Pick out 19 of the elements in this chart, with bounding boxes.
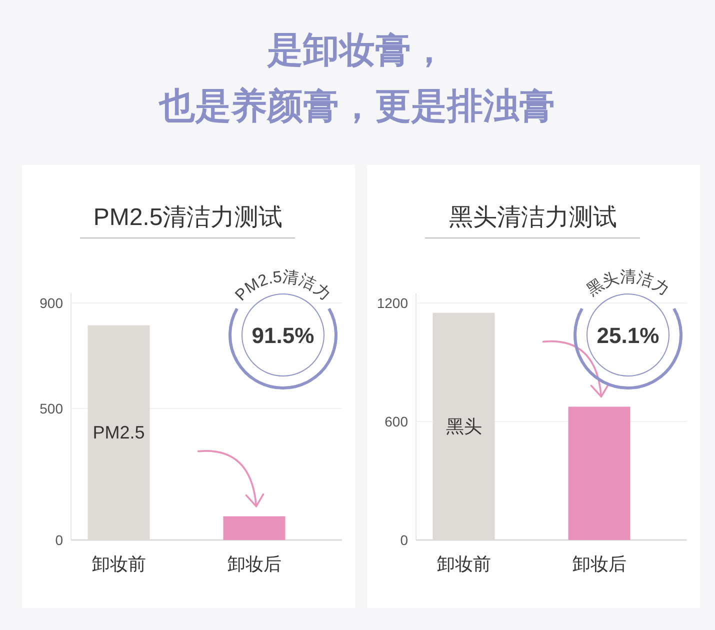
annotation: 91.5%	[252, 323, 314, 348]
y-tick-label: 500	[40, 400, 64, 416]
y-tick-label: 0	[55, 532, 64, 548]
y-tick-label: 0	[400, 532, 408, 548]
x-tick-label: 卸妆前	[92, 554, 146, 574]
x-tick-label: 卸妆后	[572, 554, 626, 574]
text: 也是养颜膏，更是排浊膏	[158, 85, 555, 126]
x-tick-label: 卸妆前	[436, 554, 491, 574]
text: 是卸妆膏，	[266, 29, 447, 70]
y-tick-label: 600	[384, 414, 408, 430]
annotation: 黑头	[446, 416, 482, 436]
annotation: PM2.5	[92, 422, 145, 443]
annotation: 25.1%	[596, 323, 660, 348]
y-tick-label: 1200	[376, 295, 408, 311]
y-tick-label: 900	[40, 295, 64, 311]
x-tick-label: 卸妆后	[227, 554, 282, 574]
text: 黑头清洁力	[584, 268, 673, 300]
chart-title: PM2.5清洁力测试	[93, 204, 283, 231]
chart-title: 黑头清洁力测试	[449, 204, 617, 231]
